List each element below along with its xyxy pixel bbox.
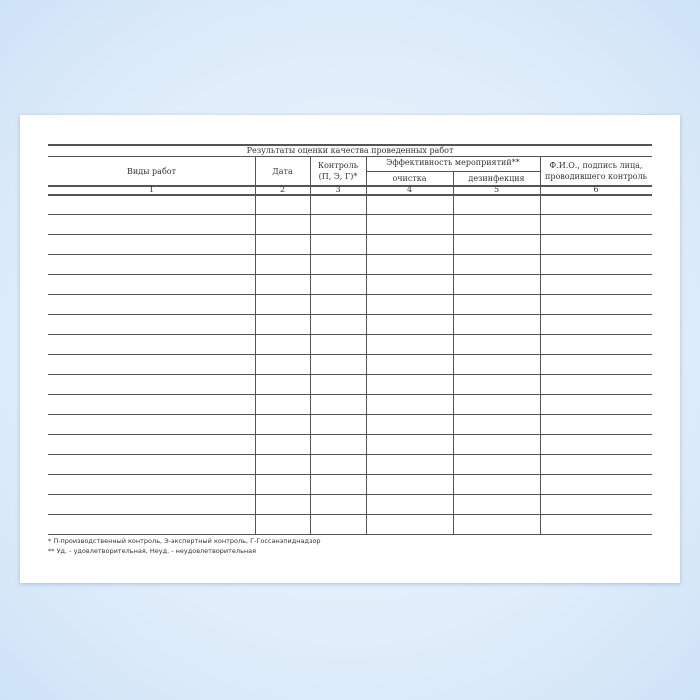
table-row-line (48, 294, 652, 295)
column-divider (453, 171, 454, 534)
header-work: Виды работ (127, 167, 176, 176)
header-fio-2: проводившего контроль (544, 172, 648, 181)
table-row-line (48, 534, 652, 535)
header-control-2: (П, Э, Г)* (318, 172, 358, 181)
table-row-line (48, 394, 652, 395)
column-number: 2 (279, 185, 286, 194)
column-number: 3 (335, 185, 341, 194)
table-row-line (48, 314, 652, 315)
table-row-line (48, 494, 652, 495)
column-divider (255, 156, 256, 534)
column-number: 1 (148, 185, 155, 194)
table-title: Результаты оценки качества проведенных р… (246, 146, 454, 155)
column-number: 4 (406, 185, 413, 194)
column-divider (540, 156, 541, 534)
table-row-line (48, 254, 652, 255)
footnote-control: * П-производственный контроль, Э-эксперт… (48, 537, 321, 545)
table-row-line (48, 474, 652, 475)
header-disinfection: дезинфекция (468, 174, 525, 183)
table-row-line (48, 274, 652, 275)
header-fio-1: Ф.И.О., подпись лица, (549, 161, 643, 170)
table-row-line (48, 454, 652, 455)
table-row-line (48, 354, 652, 355)
table-row-line (48, 374, 652, 375)
column-number: 6 (593, 185, 599, 194)
header-date: Дата (272, 167, 293, 176)
table-row-line (48, 334, 652, 335)
table-row-line (48, 214, 652, 215)
header-efficiency: Эффективность мероприятий** (386, 158, 520, 167)
footnote-efficiency: ** Уд. - удовлетворительная, Неуд. - неу… (48, 547, 257, 555)
table-row-line (48, 514, 652, 515)
column-divider (310, 156, 311, 534)
column-divider (366, 156, 367, 534)
table-row-line (48, 234, 652, 235)
form-sheet: Результаты оценки качества проведенных р… (20, 115, 680, 583)
column-number: 5 (493, 185, 500, 194)
header-cleaning: очистка (392, 174, 427, 183)
header-control-1: Контроль (317, 161, 359, 170)
table-row-line (48, 414, 652, 415)
table-row-line (48, 434, 652, 435)
